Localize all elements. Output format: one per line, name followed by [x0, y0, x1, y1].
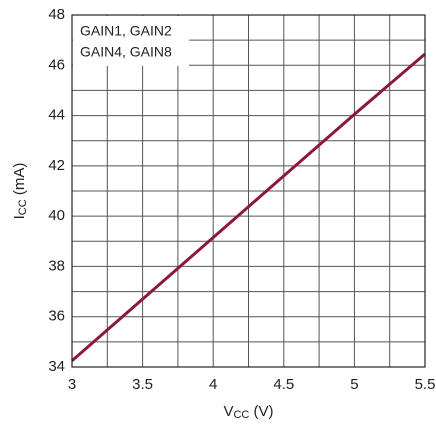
y-tick-label: 46: [48, 56, 65, 73]
x-axis-label-part: V: [223, 403, 233, 420]
y-tick-label: 44: [48, 107, 65, 124]
x-tick-label: 3.5: [132, 376, 153, 393]
y-axis-label-part: I: [11, 215, 28, 219]
plot-frame: [71, 14, 426, 368]
y-tick-label: 42: [48, 157, 65, 174]
x-tick-label: 4.5: [273, 376, 294, 393]
y-tick-label: 48: [48, 6, 65, 23]
y-tick-label: 40: [48, 207, 65, 224]
x-tick-label: 4: [209, 376, 217, 393]
y-tick-label: 34: [48, 358, 65, 375]
y-axis-label: ICC (mA): [11, 163, 29, 220]
y-axis-label-part: CC: [17, 199, 29, 215]
y-tick-label: 36: [48, 308, 65, 325]
x-axis-label: VCC (V): [223, 403, 273, 421]
legend-box: [73, 16, 189, 66]
y-axis-label-part: (mA): [11, 163, 28, 200]
data-line: [71, 52, 426, 362]
x-tick-label: 3: [68, 376, 76, 393]
x-axis-label-part: (V): [249, 403, 273, 420]
x-tick-label: 5.5: [415, 376, 436, 393]
legend-text: GAIN1, GAIN2: [80, 23, 172, 39]
x-tick-label: 5: [350, 376, 358, 393]
legend-text: GAIN4, GAIN8: [80, 44, 172, 60]
y-tick-label: 38: [48, 257, 65, 274]
x-axis-label-part: CC: [233, 409, 249, 421]
